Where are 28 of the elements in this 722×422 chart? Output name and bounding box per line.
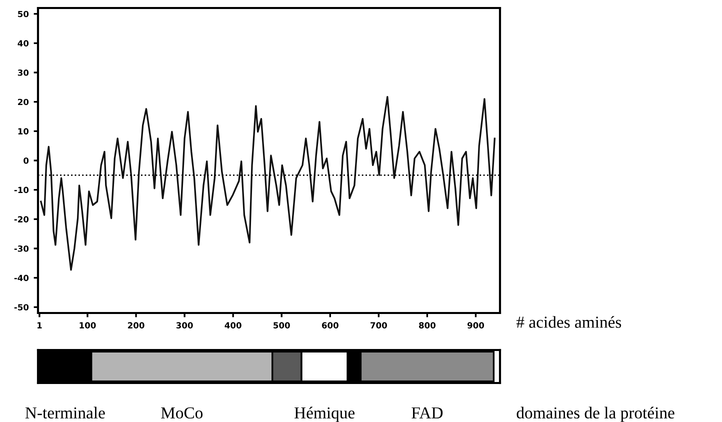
- x-tick-label: 1: [37, 322, 42, 328]
- y-tick-label: -40: [14, 274, 29, 282]
- y-tick-label: 20: [18, 98, 29, 106]
- x-tick-label: 900: [467, 322, 484, 328]
- series-label: Hémique: [294, 406, 355, 422]
- x-tick-label: 300: [176, 322, 193, 328]
- y-tick-label: -20: [14, 216, 29, 222]
- series-label: FAD: [412, 407, 443, 418]
- y-tick-label: 10: [18, 128, 29, 134]
- series-label: MoCo: [161, 407, 203, 419]
- x-tick-label: 600: [322, 322, 338, 328]
- x-axis-title: # acides aminés: [516, 316, 622, 328]
- x-axis-title: domaines de la protéine: [516, 406, 674, 422]
- y-tick-label: -10: [14, 186, 29, 194]
- x-tick-label: 700: [370, 322, 387, 328]
- y-tick-label: 30: [18, 70, 29, 76]
- x-tick-label: 100: [80, 322, 96, 328]
- x-tick-label: 200: [128, 322, 144, 328]
- line-series: [40, 96, 496, 271]
- x-tick-label: 400: [224, 322, 242, 328]
- x-tick-label: 500: [274, 322, 290, 328]
- series-label: N-terminale: [25, 406, 105, 419]
- y-tick-label: 50: [18, 10, 29, 18]
- x-tick-label: 800: [419, 322, 436, 328]
- y-tick-label: 0: [24, 157, 29, 164]
- y-tick-label: 40: [18, 40, 29, 46]
- y-tick-label: -50: [14, 304, 29, 310]
- y-tick-label: -30: [14, 245, 29, 252]
